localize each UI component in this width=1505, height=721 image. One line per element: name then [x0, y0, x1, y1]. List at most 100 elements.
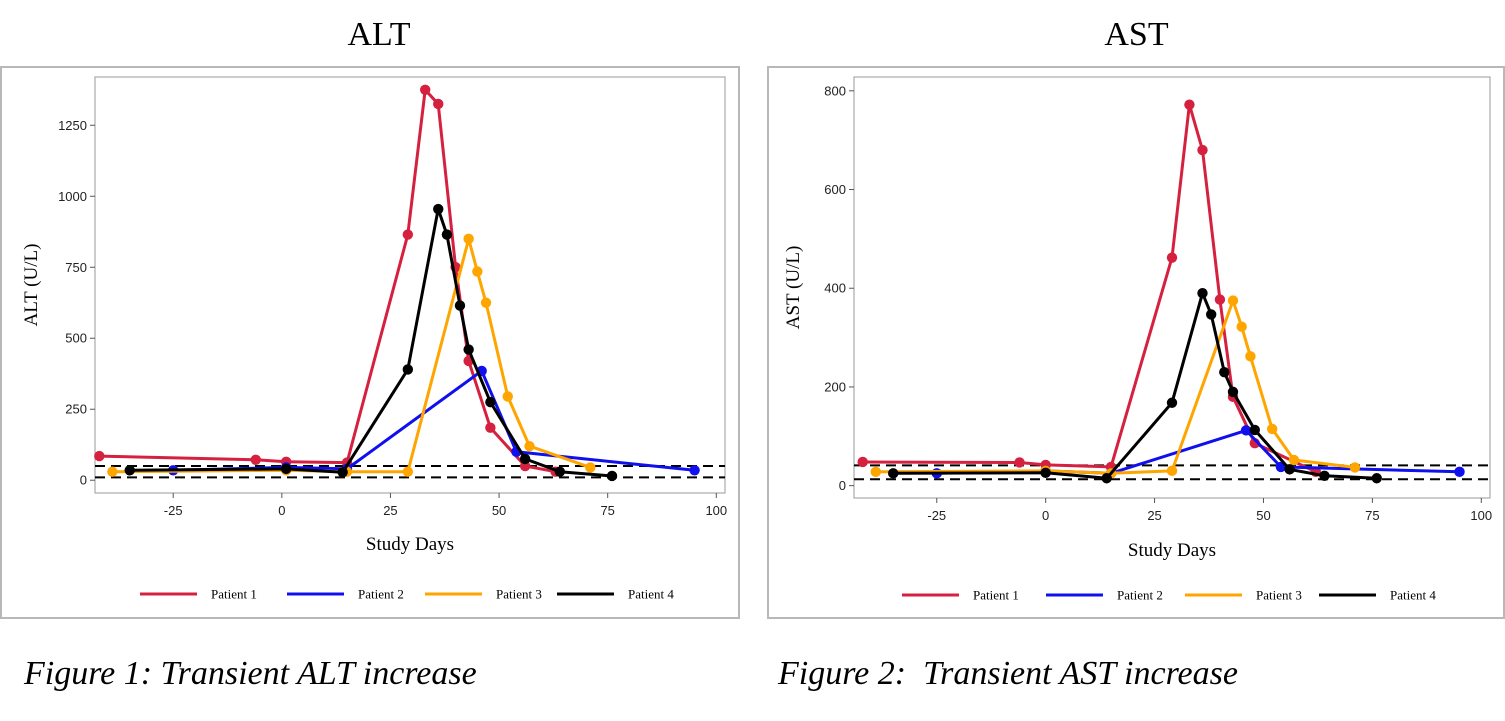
data-point-patient-2	[689, 465, 700, 476]
x-tick-label: 75	[600, 503, 614, 518]
x-tick-label: 75	[1365, 508, 1379, 523]
data-point-patient-1	[250, 454, 261, 465]
figure2-title: AST	[1104, 16, 1169, 53]
data-point-patient-3	[1245, 351, 1256, 362]
plot-area	[853, 76, 1491, 499]
data-point-patient-4	[441, 229, 453, 240]
y-tick-label: 750	[65, 260, 87, 275]
data-point-patient-3	[480, 297, 492, 308]
legend-label-patient-1: Patient 1	[211, 587, 257, 602]
ast-chart: 0 200 400 600 800 -25 0 25 50 75 100 Study Days AST …	[783, 76, 1492, 603]
data-point-patient-3	[1266, 423, 1278, 435]
x-tick-label: 25	[1147, 508, 1161, 523]
legend-label-patient-4: Patient 4	[1390, 588, 1436, 603]
figure1-title: ALT	[347, 16, 411, 53]
legend-label-patient-3: Patient 3	[496, 587, 542, 602]
data-point-patient-3	[524, 440, 535, 452]
data-point-patient-1	[1166, 252, 1178, 263]
x-tick-label: 25	[383, 503, 397, 518]
data-point-patient-4	[124, 465, 135, 476]
y-tick-label: 250	[65, 402, 87, 417]
legend-label-patient-2: Patient 2	[358, 587, 404, 602]
alt-chart: 0 250 500 750 1000 1250 -25 0 25 50 75 100 Study Day…	[21, 76, 727, 602]
legend-label-patient-1: Patient 1	[973, 588, 1019, 603]
data-point-patient-4	[280, 463, 292, 475]
y-tick-label: 500	[65, 331, 87, 346]
data-point-patient-2	[1454, 466, 1465, 478]
series-line-patient-2	[173, 369, 695, 472]
data-point-patient-4	[888, 468, 899, 479]
data-point-patient-4	[606, 470, 618, 482]
data-point-patient-4	[1371, 473, 1382, 484]
data-point-patient-3	[1288, 454, 1300, 466]
y-tick-label: 0	[839, 478, 846, 493]
data-point-patient-3	[402, 466, 414, 477]
x-tick-label: 100	[705, 503, 727, 518]
data-point-patient-4	[1206, 309, 1217, 320]
series-line-patient-2	[936, 428, 1460, 475]
series-line-patient-4	[893, 291, 1377, 480]
series-line-patient-4	[129, 207, 613, 478]
data-point-patient-4	[485, 396, 496, 408]
data-point-patient-3	[502, 391, 513, 402]
y-tick-label: 1250	[58, 118, 87, 133]
data-point-patient-3	[107, 466, 118, 477]
x-tick-label: 0	[278, 503, 285, 518]
data-point-patient-3	[1227, 295, 1239, 306]
data-point-patient-4	[554, 466, 566, 477]
y-tick-label: 0	[80, 473, 87, 488]
data-point-patient-1	[857, 456, 868, 468]
data-point-patient-4	[433, 203, 444, 215]
data-point-patient-4	[1101, 473, 1112, 484]
data-point-patient-1	[1014, 457, 1025, 468]
x-tick-label: 100	[1470, 508, 1492, 523]
plot-area	[94, 76, 726, 494]
data-point-patient-4	[1166, 397, 1178, 408]
data-point-patient-4	[1319, 470, 1330, 481]
data-point-patient-4	[1219, 366, 1230, 378]
figure2-panel	[767, 66, 1505, 619]
x-axis-label: Study Days	[366, 534, 454, 555]
y-axis-label: AST (U/L)	[783, 246, 804, 330]
x-tick-label: 0	[1042, 508, 1049, 523]
data-point-patient-4	[402, 364, 414, 375]
data-point-patient-1	[420, 84, 431, 95]
figure1-caption: Figure 1: Transient ALT increase	[24, 655, 477, 692]
legend-label-patient-2: Patient 2	[1117, 588, 1163, 603]
data-point-patient-3	[1349, 462, 1361, 473]
data-point-patient-1	[402, 229, 414, 240]
x-axis-label: Study Days	[1128, 540, 1216, 561]
data-point-patient-3	[1236, 321, 1247, 332]
data-point-patient-4	[454, 300, 466, 311]
data-point-patient-1	[1184, 99, 1195, 110]
series-line-patient-3	[875, 299, 1356, 475]
data-point-patient-4	[1040, 467, 1051, 479]
y-axis-label: ALT (U/L)	[21, 244, 42, 327]
data-point-patient-3	[1166, 465, 1178, 477]
data-point-patient-1	[1197, 144, 1208, 156]
data-point-patient-2	[1240, 425, 1252, 436]
y-tick-label: 1000	[58, 189, 87, 204]
data-point-patient-4	[519, 453, 531, 465]
data-point-patient-1	[433, 98, 444, 110]
legend-label-patient-3: Patient 3	[1256, 588, 1302, 603]
data-point-patient-4	[1227, 386, 1239, 398]
data-point-patient-4	[1249, 424, 1260, 436]
figure2-caption: Figure 2: Transient AST increase	[778, 655, 1238, 692]
x-tick-label: 50	[1256, 508, 1270, 523]
data-point-patient-4	[1197, 287, 1208, 299]
y-tick-label: 600	[824, 182, 846, 197]
y-tick-label: 400	[824, 281, 846, 296]
data-point-patient-4	[337, 467, 348, 478]
x-tick-label: -25	[164, 503, 183, 518]
data-point-patient-1	[1214, 294, 1226, 305]
data-point-patient-1	[94, 450, 105, 462]
data-point-patient-3	[585, 462, 596, 473]
y-tick-label: 200	[824, 379, 846, 394]
figure1-panel	[0, 66, 740, 619]
legend-label-patient-4: Patient 4	[628, 587, 674, 602]
series-line-patient-3	[112, 237, 591, 474]
x-tick-label: -25	[927, 508, 946, 523]
x-tick-label: 50	[492, 503, 506, 518]
data-point-patient-4	[463, 344, 474, 355]
